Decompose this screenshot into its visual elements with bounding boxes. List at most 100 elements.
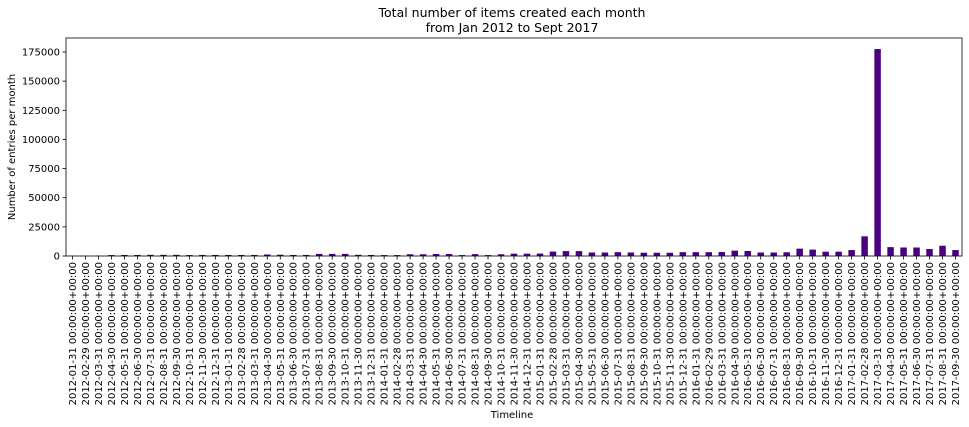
bar	[601, 252, 609, 256]
x-tick-label: 2016-03-31 00:00:00+00:00	[717, 262, 728, 405]
x-tick-label: 2013-10-31 00:00:00+00:00	[341, 262, 352, 405]
chart-subtitle: from Jan 2012 to Sept 2017	[426, 20, 599, 35]
bar	[328, 253, 336, 256]
x-tick-label: 2013-02-28 00:00:00+00:00	[237, 262, 248, 405]
x-tick-label: 2012-11-30 00:00:00+00:00	[198, 262, 209, 405]
bar	[173, 254, 180, 256]
bar	[199, 254, 206, 256]
bar	[380, 255, 388, 256]
x-tick-label: 2012-12-31 00:00:00+00:00	[211, 262, 222, 405]
x-tick-label: 2016-08-31 00:00:00+00:00	[782, 262, 793, 405]
bar	[783, 252, 790, 256]
x-tick-label: 2015-04-30 00:00:00+00:00	[574, 262, 585, 405]
bar	[264, 254, 271, 256]
bar	[575, 251, 583, 256]
bar	[822, 251, 829, 256]
bar	[458, 255, 466, 256]
x-tick-label: 2014-09-30 00:00:00+00:00	[484, 262, 495, 405]
bar	[835, 251, 842, 256]
bar	[238, 254, 245, 256]
x-tick-label: 2015-08-31 00:00:00+00:00	[626, 262, 637, 405]
x-tick-label: 2013-04-30 00:00:00+00:00	[263, 262, 274, 405]
bar	[861, 236, 868, 256]
bar	[692, 252, 700, 256]
bar	[874, 49, 881, 257]
bar	[367, 254, 375, 256]
bar	[510, 253, 518, 256]
x-tick-label: 2016-09-30 00:00:00+00:00	[795, 262, 806, 405]
bar	[341, 253, 349, 256]
bar	[848, 250, 855, 256]
x-axis-label: Timeline	[490, 410, 534, 421]
x-tick-label: 2015-07-31 00:00:00+00:00	[613, 262, 624, 405]
bar	[186, 255, 193, 256]
x-tick-label: 2016-02-29 00:00:00+00:00	[704, 262, 715, 405]
y-tick-label: 75000	[28, 164, 60, 175]
x-tick-label: 2016-12-31 00:00:00+00:00	[834, 262, 845, 405]
y-tick-label: 175000	[22, 47, 60, 58]
x-tick-label: 2014-07-31 00:00:00+00:00	[458, 262, 469, 405]
x-tick-label: 2012-03-31 00:00:00+00:00	[94, 262, 105, 405]
x-tick-label: 2015-06-30 00:00:00+00:00	[600, 262, 611, 405]
bars-group	[69, 49, 959, 257]
bar	[549, 251, 557, 256]
bar	[952, 250, 959, 256]
bar	[796, 248, 803, 256]
bar	[212, 254, 219, 256]
x-tick-label: 2012-10-31 00:00:00+00:00	[185, 262, 196, 405]
bar	[225, 254, 232, 256]
bar	[718, 252, 726, 256]
x-tick-label: 2016-04-30 00:00:00+00:00	[730, 262, 741, 405]
x-tick-label: 2013-03-31 00:00:00+00:00	[250, 262, 261, 405]
x-tick-label: 2012-08-31 00:00:00+00:00	[159, 262, 170, 405]
x-tick-label: 2015-11-30 00:00:00+00:00	[665, 262, 676, 405]
x-tick-label: 2017-08-31 00:00:00+00:00	[938, 262, 949, 405]
x-tick-label: 2016-10-31 00:00:00+00:00	[808, 262, 819, 405]
bar	[277, 254, 284, 256]
bar	[913, 247, 920, 256]
bar	[251, 254, 258, 256]
plot-frame	[65, 37, 963, 257]
y-tick-label: 50000	[28, 193, 60, 204]
x-tick-label: 2015-12-31 00:00:00+00:00	[678, 262, 689, 405]
x-tick-label: 2014-03-31 00:00:00+00:00	[406, 262, 417, 405]
x-tick-label: 2016-01-31 00:00:00+00:00	[691, 262, 702, 405]
bar	[731, 250, 738, 256]
x-tick-label: 2015-02-28 00:00:00+00:00	[548, 262, 559, 405]
x-tick-label: 2012-05-31 00:00:00+00:00	[120, 262, 131, 405]
x-tick-label: 2016-05-31 00:00:00+00:00	[743, 262, 754, 405]
x-tick-label: 2014-08-31 00:00:00+00:00	[471, 262, 482, 405]
x-tick-label: 2015-01-31 00:00:00+00:00	[535, 262, 546, 405]
bar	[770, 252, 777, 256]
bar	[419, 254, 427, 256]
bar	[926, 249, 933, 256]
bar	[445, 254, 453, 256]
x-tick-label: 2016-11-30 00:00:00+00:00	[821, 262, 832, 405]
x-tick-label: 2017-02-28 00:00:00+00:00	[860, 262, 871, 405]
bar	[393, 255, 401, 256]
bar	[588, 252, 596, 256]
chart-title: Total number of items created each month	[378, 5, 646, 20]
x-tick-label: 2012-06-30 00:00:00+00:00	[133, 262, 144, 405]
x-axis-ticks: 2012-01-31 00:00:00+00:00 2012-02-29 00:0…	[68, 256, 962, 405]
bar	[406, 254, 414, 256]
bar	[160, 254, 167, 256]
x-tick-label: 2017-09-30 00:00:00+00:00	[951, 262, 962, 405]
y-tick-label: 125000	[22, 106, 60, 117]
bar	[614, 252, 622, 256]
bar	[471, 254, 479, 256]
bar	[108, 255, 115, 256]
y-tick-label: 150000	[22, 77, 60, 88]
bar	[900, 247, 907, 256]
bar	[354, 254, 362, 256]
x-tick-label: 2017-06-30 00:00:00+00:00	[912, 262, 923, 405]
bar	[640, 252, 648, 256]
bar	[147, 254, 154, 256]
x-tick-label: 2017-03-31 00:00:00+00:00	[873, 262, 884, 405]
x-tick-label: 2012-04-30 00:00:00+00:00	[107, 262, 118, 405]
x-tick-label: 2017-04-30 00:00:00+00:00	[886, 262, 897, 405]
x-tick-label: 2014-10-31 00:00:00+00:00	[497, 262, 508, 405]
x-tick-label: 2014-02-28 00:00:00+00:00	[393, 262, 404, 405]
x-tick-label: 2013-07-31 00:00:00+00:00	[302, 262, 313, 405]
